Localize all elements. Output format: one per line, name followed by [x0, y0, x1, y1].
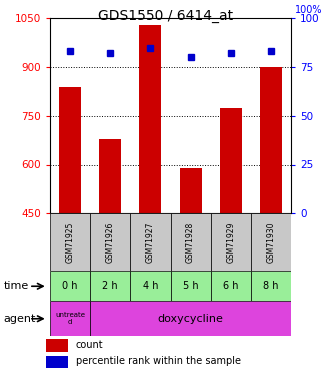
Bar — [220, 108, 242, 213]
Bar — [251, 271, 291, 301]
Text: GSM71925: GSM71925 — [66, 222, 74, 263]
Bar — [90, 301, 291, 336]
Bar — [59, 87, 81, 213]
Bar — [260, 67, 282, 213]
Bar — [50, 271, 90, 301]
Text: agent: agent — [3, 314, 36, 324]
Text: GSM71927: GSM71927 — [146, 222, 155, 263]
Bar — [130, 271, 170, 301]
Text: 4 h: 4 h — [143, 281, 158, 291]
Bar — [99, 138, 121, 213]
Text: GSM71929: GSM71929 — [226, 222, 235, 263]
Text: 6 h: 6 h — [223, 281, 239, 291]
Bar — [90, 213, 130, 271]
Bar — [90, 271, 130, 301]
Text: GDS1550 / 6414_at: GDS1550 / 6414_at — [98, 9, 233, 23]
Bar — [46, 339, 68, 352]
Bar — [170, 213, 211, 271]
Bar — [50, 301, 90, 336]
Bar — [211, 213, 251, 271]
Text: count: count — [76, 340, 103, 350]
Bar — [211, 271, 251, 301]
Text: 8 h: 8 h — [263, 281, 279, 291]
Text: time: time — [3, 281, 28, 291]
Bar — [139, 25, 162, 213]
Text: 0 h: 0 h — [62, 281, 78, 291]
Bar — [50, 213, 90, 271]
Text: 100%: 100% — [295, 6, 323, 15]
Text: percentile rank within the sample: percentile rank within the sample — [76, 357, 241, 366]
Text: GSM71926: GSM71926 — [106, 222, 115, 263]
Text: untreate
d: untreate d — [55, 312, 85, 325]
Bar — [46, 356, 68, 368]
Bar — [179, 168, 202, 213]
Text: 5 h: 5 h — [183, 281, 198, 291]
Text: 2 h: 2 h — [102, 281, 118, 291]
Text: doxycycline: doxycycline — [158, 314, 223, 324]
Bar — [130, 213, 170, 271]
Bar — [251, 213, 291, 271]
Text: GSM71930: GSM71930 — [266, 222, 275, 263]
Text: GSM71928: GSM71928 — [186, 222, 195, 263]
Bar — [170, 271, 211, 301]
